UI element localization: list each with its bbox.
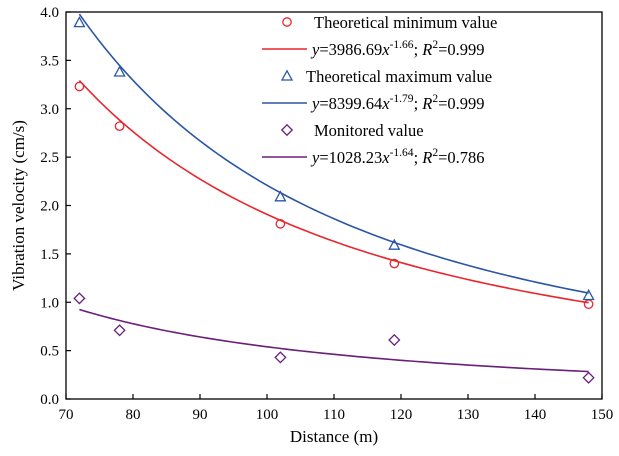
y-tick-label: 1.0 — [40, 295, 59, 311]
x-tick-label: 70 — [59, 407, 74, 423]
data-point-triangle — [388, 238, 401, 250]
legend-equation: y=8399.64x-1.79; R2=0.999 — [310, 93, 485, 113]
y-tick-label: 3.5 — [40, 53, 59, 69]
data-point-circle — [74, 81, 85, 92]
y-tick-label: 4.0 — [40, 5, 59, 21]
y-tick-label: 3.0 — [40, 102, 59, 118]
y-tick-label: 2.5 — [40, 150, 59, 166]
legend-marker — [280, 69, 294, 81]
fit-curve — [78, 13, 589, 294]
x-tick-label: 130 — [457, 407, 480, 423]
legend-label: Theoretical minimum value — [314, 13, 497, 32]
data-point-diamond — [73, 292, 86, 305]
data-point-triangle — [73, 16, 86, 28]
x-tick-label: 120 — [390, 407, 413, 423]
x-tick-label: 140 — [524, 407, 547, 423]
data-point-diamond — [274, 351, 287, 364]
y-axis-title: Vibration velocity (cm/s) — [9, 120, 28, 291]
legend-label: Monitored value — [314, 121, 424, 140]
x-tick-label: 100 — [256, 407, 279, 423]
fit-curves — [78, 13, 589, 373]
x-axis-title: Distance (m) — [290, 427, 378, 446]
data-point-triangle — [274, 190, 287, 202]
data-point-circle — [275, 219, 286, 229]
legend-equation: y=3986.69x-1.66; R2=0.999 — [310, 39, 485, 59]
x-tick-label: 150 — [591, 407, 614, 423]
x-tick-label: 110 — [323, 407, 345, 423]
legend-label: Theoretical maximum value — [306, 67, 492, 86]
x-tick-label: 90 — [193, 407, 208, 423]
y-tick-label: 0.0 — [40, 392, 59, 408]
y-tick-label: 0.5 — [40, 344, 59, 360]
axes: 70 80 90 100 110 120 130 140 150 0.0 0.5 1.0 1.5 2.0 2… — [40, 5, 613, 423]
data-point-circle — [389, 258, 400, 269]
data-point-diamond — [388, 333, 401, 347]
legend: Theoretical minimum value y=3986.69x-1.66… — [262, 13, 497, 167]
data-point-diamond — [113, 324, 126, 337]
y-tick-label: 1.5 — [40, 247, 59, 263]
data-point-triangle — [113, 65, 126, 77]
legend-marker — [282, 17, 292, 27]
data-points — [73, 16, 595, 384]
x-tick-label: 80 — [126, 407, 141, 423]
data-point-circle — [114, 121, 125, 132]
data-point-diamond — [582, 371, 595, 384]
y-tick-label: 2.0 — [40, 199, 59, 215]
legend-marker — [280, 123, 294, 137]
data-point-triangle — [582, 288, 595, 301]
fit-curve — [79, 308, 589, 373]
fit-curve — [78, 79, 589, 304]
legend-equation: y=1028.23x-1.64; R2=0.786 — [310, 147, 485, 167]
data-point-circle — [583, 299, 594, 310]
